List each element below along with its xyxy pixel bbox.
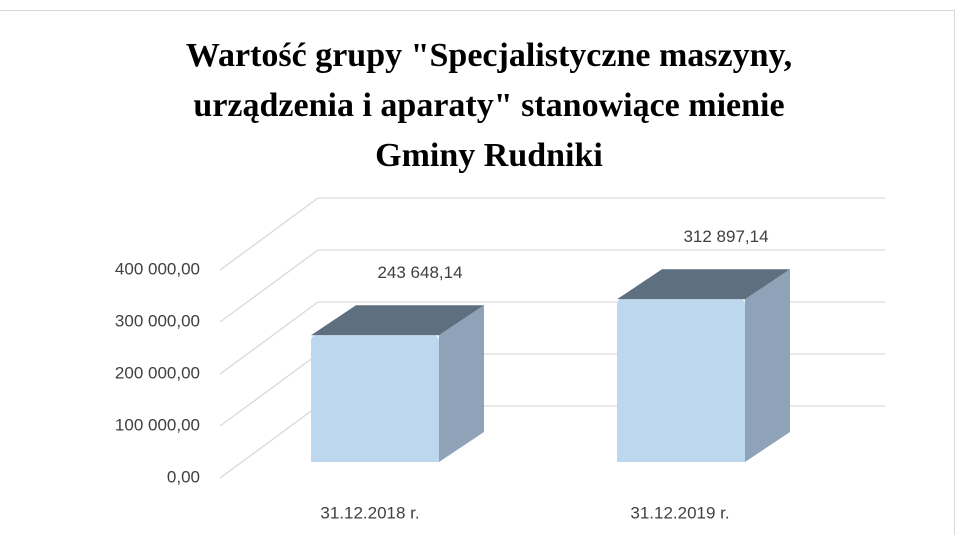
x-tick-label: 31.12.2018 r. bbox=[320, 503, 419, 522]
chart-border bbox=[0, 10, 955, 535]
value-label: 243 648,14 bbox=[377, 263, 462, 282]
grid-line bbox=[219, 249, 885, 323]
bar bbox=[617, 269, 790, 462]
y-tick-label: 400 000,00 bbox=[115, 259, 200, 278]
chart-title: urządzenia i aparaty" stanowiące mienie bbox=[193, 87, 784, 124]
bar-top bbox=[617, 269, 790, 300]
bar-side bbox=[745, 269, 790, 462]
bar-front bbox=[617, 299, 745, 462]
x-tick-label: 31.12.2019 r. bbox=[630, 503, 729, 522]
grid-line bbox=[219, 197, 885, 271]
bar-side bbox=[439, 305, 484, 462]
y-tick-label: 0,00 bbox=[167, 467, 200, 486]
chart-title: Gminy Rudniki bbox=[375, 137, 603, 174]
y-tick-label: 300 000,00 bbox=[115, 311, 200, 330]
y-tick-label: 200 000,00 bbox=[115, 363, 200, 382]
chart-title: Wartość grupy "Specjalistyczne maszyny, bbox=[186, 37, 792, 74]
value-label: 312 897,14 bbox=[683, 227, 768, 246]
bar-top bbox=[311, 305, 484, 336]
y-tick-label: 100 000,00 bbox=[115, 415, 200, 434]
bar bbox=[311, 305, 484, 462]
bar-front bbox=[311, 335, 439, 462]
